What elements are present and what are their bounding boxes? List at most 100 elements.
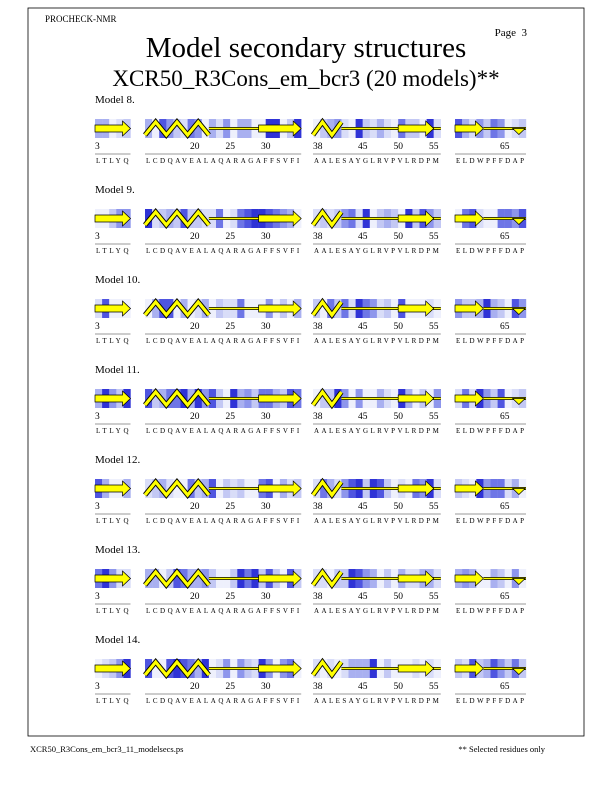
sequence: ELDWPFFDAP — [456, 247, 524, 255]
residue-cell — [320, 209, 328, 228]
page-border — [27, 7, 585, 737]
residue-number: 65 — [500, 232, 510, 242]
residue-cell — [194, 569, 202, 588]
residue-number: 50 — [393, 682, 403, 692]
residue-number: 55 — [429, 682, 439, 692]
residue-cell — [320, 119, 328, 138]
residue-number: 30 — [261, 322, 271, 332]
strand — [94, 390, 132, 407]
residue-number: 20 — [190, 592, 200, 602]
residue-cell — [194, 299, 202, 318]
sequence: LCDQAVEALAQARAGAFFSVFI — [146, 607, 300, 615]
strand — [397, 390, 435, 407]
residue-number: 65 — [500, 592, 510, 602]
residue-number: 45 — [358, 322, 368, 332]
residue-cell — [173, 389, 181, 408]
residue-number: 55 — [429, 592, 439, 602]
residue-number: 45 — [358, 142, 368, 152]
residue-cell — [194, 659, 202, 678]
residue-number: 3 — [95, 232, 100, 242]
residue-cell — [173, 659, 181, 678]
helix — [311, 299, 343, 318]
residue-number: 65 — [500, 412, 510, 422]
strand — [454, 570, 484, 587]
residue-cell — [327, 209, 335, 228]
turn — [511, 668, 527, 675]
strand — [94, 210, 132, 227]
sequence: ELDWPFFDAP — [456, 427, 524, 435]
residue-number: 38 — [313, 412, 323, 422]
residue-cell — [173, 569, 181, 588]
helix — [143, 209, 211, 228]
residue-number: 45 — [358, 232, 368, 242]
helix — [143, 119, 211, 138]
sequence: LTLYQ — [96, 337, 129, 345]
residue-number: 55 — [429, 502, 439, 512]
sequence: LTLYQ — [96, 157, 129, 165]
model-label: Model 9. — [95, 184, 135, 196]
helix — [143, 299, 211, 318]
model-label: Model 14. — [95, 634, 140, 646]
strand — [397, 210, 435, 227]
residue-cell — [194, 209, 202, 228]
residue-number: 3 — [95, 412, 100, 422]
turn — [511, 128, 527, 135]
residue-cell — [152, 569, 160, 588]
strand — [397, 570, 435, 587]
turn — [511, 308, 527, 315]
residue-number: 45 — [358, 592, 368, 602]
residue-number: 50 — [393, 592, 403, 602]
residue-number: 55 — [429, 322, 439, 332]
residue-cell — [320, 299, 328, 318]
sequence: ELDWPFFDAP — [456, 697, 524, 705]
helix — [311, 389, 343, 408]
residue-number: 25 — [225, 322, 235, 332]
strand — [397, 120, 435, 137]
sequence: LTLYQ — [96, 247, 129, 255]
sequence: ELDWPFFDAP — [456, 607, 524, 615]
residue-number: 30 — [261, 412, 271, 422]
residue-number: 50 — [393, 232, 403, 242]
residue-number: 50 — [393, 502, 403, 512]
residue-number: 30 — [261, 232, 271, 242]
strand — [94, 660, 132, 677]
sequence: AALESAYGLRVPVLRDPM — [314, 697, 440, 705]
residue-number: 65 — [500, 502, 510, 512]
program-name: PROCHECK-NMR — [45, 14, 117, 24]
residue-cell — [327, 389, 335, 408]
footer-note: ** Selected residues only — [458, 744, 545, 754]
model-label: Model 11. — [95, 364, 140, 376]
sequence: AALESAYGLRVPVLRDPM — [314, 517, 440, 525]
sequence: AALESAYGLRVPVLRDPM — [314, 427, 440, 435]
residue-cell — [320, 389, 328, 408]
turn — [511, 218, 527, 225]
sequence: AALESAYGLRVPVLRDPM — [314, 157, 440, 165]
residue-cell — [327, 659, 335, 678]
model-block: Model 8. 3 LTLYQ 20 25 30 LCDQAVEALAQARAGAFFSV… — [94, 94, 527, 165]
residue-cell — [152, 119, 160, 138]
residue-number: 65 — [500, 682, 510, 692]
residue-number: 3 — [95, 142, 100, 152]
residue-cell — [320, 659, 328, 678]
residue-number: 30 — [261, 142, 271, 152]
residue-cell — [194, 389, 202, 408]
sequence: LCDQAVEALAQARAGAFFSVFI — [146, 247, 300, 255]
model-block: Model 13. 3 LTLYQ 20 25 30 LCDQAVEALAQARAGAFFS… — [94, 544, 527, 615]
residue-number: 38 — [313, 682, 323, 692]
residue-cell — [173, 119, 181, 138]
title: Model secondary structures — [146, 32, 467, 64]
residue-number: 20 — [190, 502, 200, 512]
sequence: LCDQAVEALAQARAGAFFSVFI — [146, 517, 300, 525]
sequence: ELDWPFFDAP — [456, 517, 524, 525]
strand — [454, 210, 484, 227]
residue-number: 50 — [393, 412, 403, 422]
sequence: LTLYQ — [96, 427, 129, 435]
helix — [143, 389, 211, 408]
helix — [311, 659, 343, 678]
strand — [258, 390, 302, 407]
residue-cell — [327, 119, 335, 138]
sequence: AALESAYGLRVPVLRDPM — [314, 247, 440, 255]
helix — [311, 209, 343, 228]
residue-cell — [152, 479, 160, 498]
